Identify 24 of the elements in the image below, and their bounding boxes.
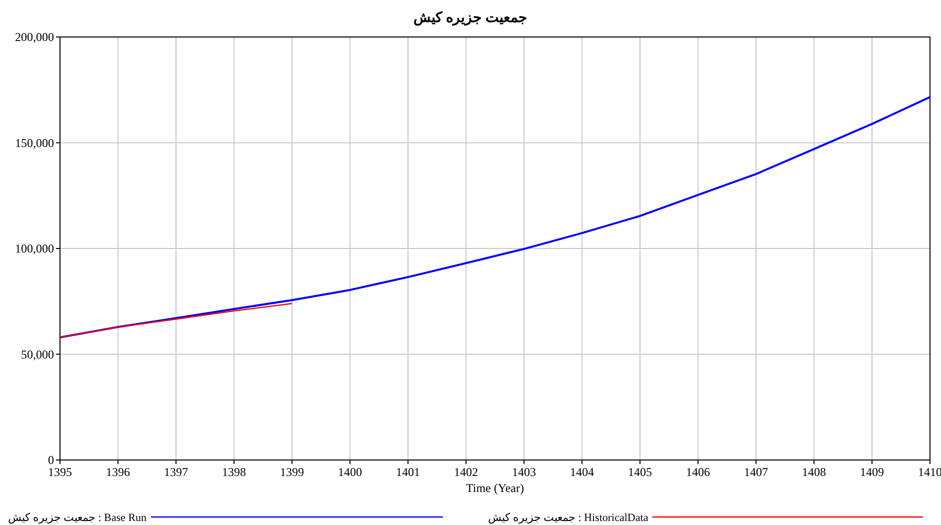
x-tick-label: 1408 xyxy=(802,465,826,479)
x-axis-title: Time (Year) xyxy=(466,481,524,495)
y-tick-label: 0 xyxy=(48,453,54,467)
x-tick-label: 1409 xyxy=(860,465,884,479)
x-tick-label: 1396 xyxy=(106,465,130,479)
x-tick-label: 1399 xyxy=(280,465,304,479)
x-tick-label: 1398 xyxy=(222,465,246,479)
x-tick-label: 1403 xyxy=(512,465,536,479)
chart-title: جمعیت جزیره کیش xyxy=(414,10,528,26)
legend-label: جمعیت جزیره کیش : HistoricalData xyxy=(488,512,648,524)
y-tick-label: 100,000 xyxy=(15,242,54,256)
x-tick-label: 1397 xyxy=(164,465,188,479)
x-tick-label: 1404 xyxy=(570,465,594,479)
x-tick-label: 1401 xyxy=(396,465,420,479)
y-tick-label: 50,000 xyxy=(21,347,54,362)
x-tick-label: 1405 xyxy=(628,465,652,479)
x-tick-label: 1400 xyxy=(338,465,362,479)
y-tick-label: 200,000 xyxy=(15,30,54,44)
x-tick-label: 1395 xyxy=(48,465,72,479)
y-tick-label: 150,000 xyxy=(15,136,54,150)
x-tick-label: 1407 xyxy=(744,465,768,479)
x-tick-label: 1402 xyxy=(454,465,478,479)
x-tick-label: 1406 xyxy=(686,465,710,479)
legend-label: جمعیت جزیره کیش : Base Run xyxy=(8,512,148,524)
